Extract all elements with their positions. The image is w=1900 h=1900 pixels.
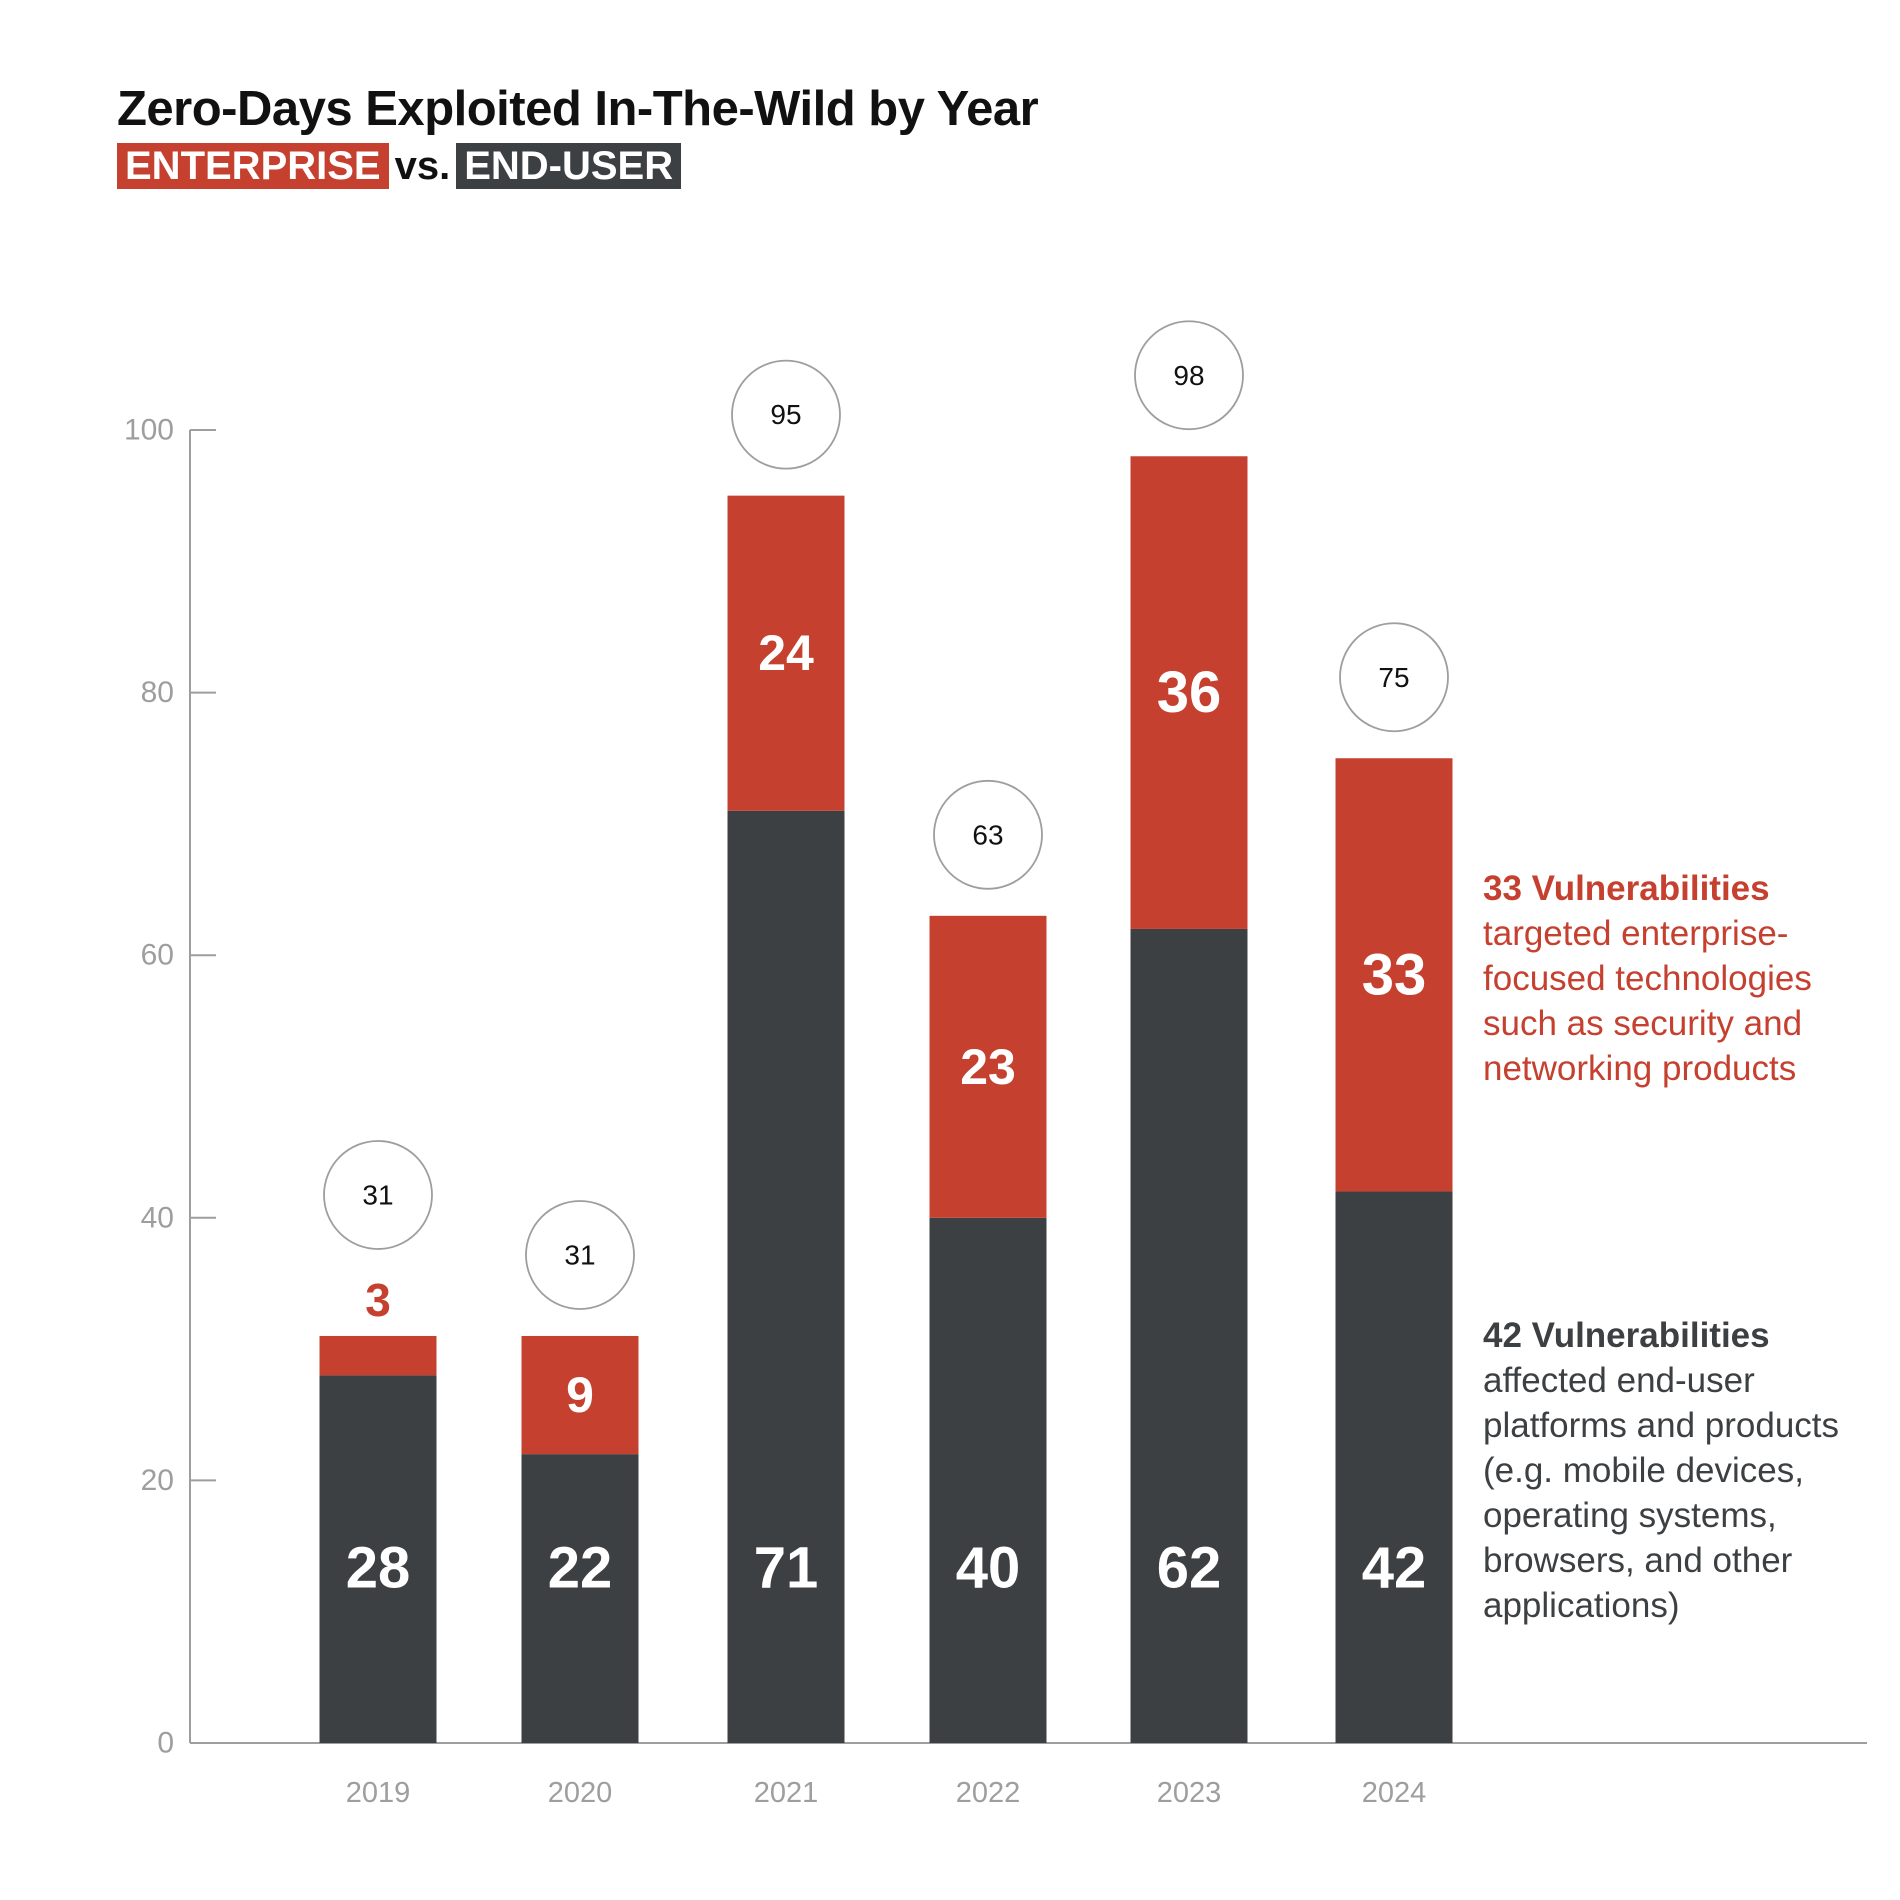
x-tick-label-2021: 2021	[754, 1777, 819, 1809]
total-circle-2021	[731, 359, 841, 470]
enduser-tag: END-USER	[456, 143, 682, 189]
bar-enterprise-2024	[1335, 758, 1453, 1192]
callout-enterprise-head: 33 Vulnerabilities	[1483, 869, 1770, 908]
total-circle-2020	[525, 1200, 635, 1310]
bar-enduser-2020	[521, 1454, 639, 1743]
vs-text: vs.	[394, 144, 451, 188]
chart-title: Zero-Days Exploited In-The-Wild by Year	[117, 82, 1039, 136]
y-tick-label-40: 40	[141, 1201, 174, 1234]
y-tick-label-60: 60	[141, 939, 174, 972]
total-label-2022: 63	[972, 819, 1003, 850]
bar-enduser-2024	[1335, 1191, 1453, 1743]
total-circle-2019	[323, 1140, 433, 1250]
y-tick-label-20: 20	[141, 1464, 174, 1497]
bar-enduser-2019	[319, 1375, 437, 1743]
x-tick-label-2020: 2020	[548, 1777, 613, 1809]
label-enduser-2023: 62	[1157, 1536, 1222, 1601]
y-tick-label-80: 80	[141, 676, 174, 709]
title-block: Zero-Days Exploited In-The-Wild by Year …	[117, 80, 1039, 190]
label-enterprise-2022: 23	[960, 1039, 1016, 1095]
x-tick-label-2019: 2019	[346, 1777, 411, 1809]
y-tick-label-100: 100	[124, 414, 174, 447]
total-circle-2024	[1339, 622, 1449, 733]
total-label-2020: 31	[564, 1239, 595, 1270]
label-enterprise-2019: 3	[365, 1274, 391, 1326]
total-label-2023: 98	[1173, 360, 1204, 391]
total-label-2019: 31	[362, 1179, 393, 1210]
total-circle-2023	[1134, 320, 1244, 431]
label-enterprise-2023: 36	[1157, 660, 1222, 725]
x-tick-label-2024: 2024	[1362, 1777, 1427, 1809]
label-enduser-2021: 71	[754, 1536, 819, 1601]
label-enterprise-2020: 9	[566, 1367, 594, 1423]
label-enterprise-2024: 33	[1362, 942, 1427, 1007]
bar-enterprise-2023	[1130, 456, 1248, 929]
bar-enterprise-2019	[319, 1335, 437, 1376]
total-label-2021: 95	[770, 399, 801, 430]
label-enduser-2019: 28	[346, 1536, 411, 1601]
x-tick-label-2022: 2022	[956, 1777, 1021, 1809]
bar-enterprise-2020	[521, 1335, 639, 1455]
total-circle-2022	[933, 779, 1043, 890]
label-enduser-2022: 40	[956, 1536, 1021, 1601]
bar-enduser-2022	[929, 1217, 1047, 1743]
label-enduser-2020: 22	[548, 1536, 613, 1601]
label-enduser-2024: 42	[1362, 1536, 1427, 1601]
y-tick-label-0: 0	[157, 1727, 174, 1760]
chart-subtitle: ENTERPRISE vs. END-USER	[117, 142, 1038, 190]
bar-enduser-2021	[727, 810, 845, 1743]
bar-enduser-2023	[1130, 928, 1248, 1743]
callout-enterprise: 33 Vulnerabilities targeted enterprise-f…	[1483, 866, 1883, 1091]
callout-enduser: 42 Vulnerabilities affected end-user pla…	[1483, 1313, 1883, 1628]
callout-enduser-head: 42 Vulnerabilities	[1483, 1316, 1770, 1355]
total-label-2024: 75	[1378, 662, 1409, 693]
callout-enduser-body: affected end-user platforms and products…	[1483, 1361, 1840, 1625]
callout-enterprise-body: targeted enterprise-focused technologies…	[1483, 914, 1812, 1088]
enterprise-tag: ENTERPRISE	[117, 143, 389, 189]
label-enterprise-2021: 24	[758, 625, 814, 681]
x-tick-label-2023: 2023	[1157, 1777, 1222, 1809]
bar-enterprise-2022	[929, 915, 1047, 1218]
bar-enterprise-2021	[727, 495, 845, 811]
